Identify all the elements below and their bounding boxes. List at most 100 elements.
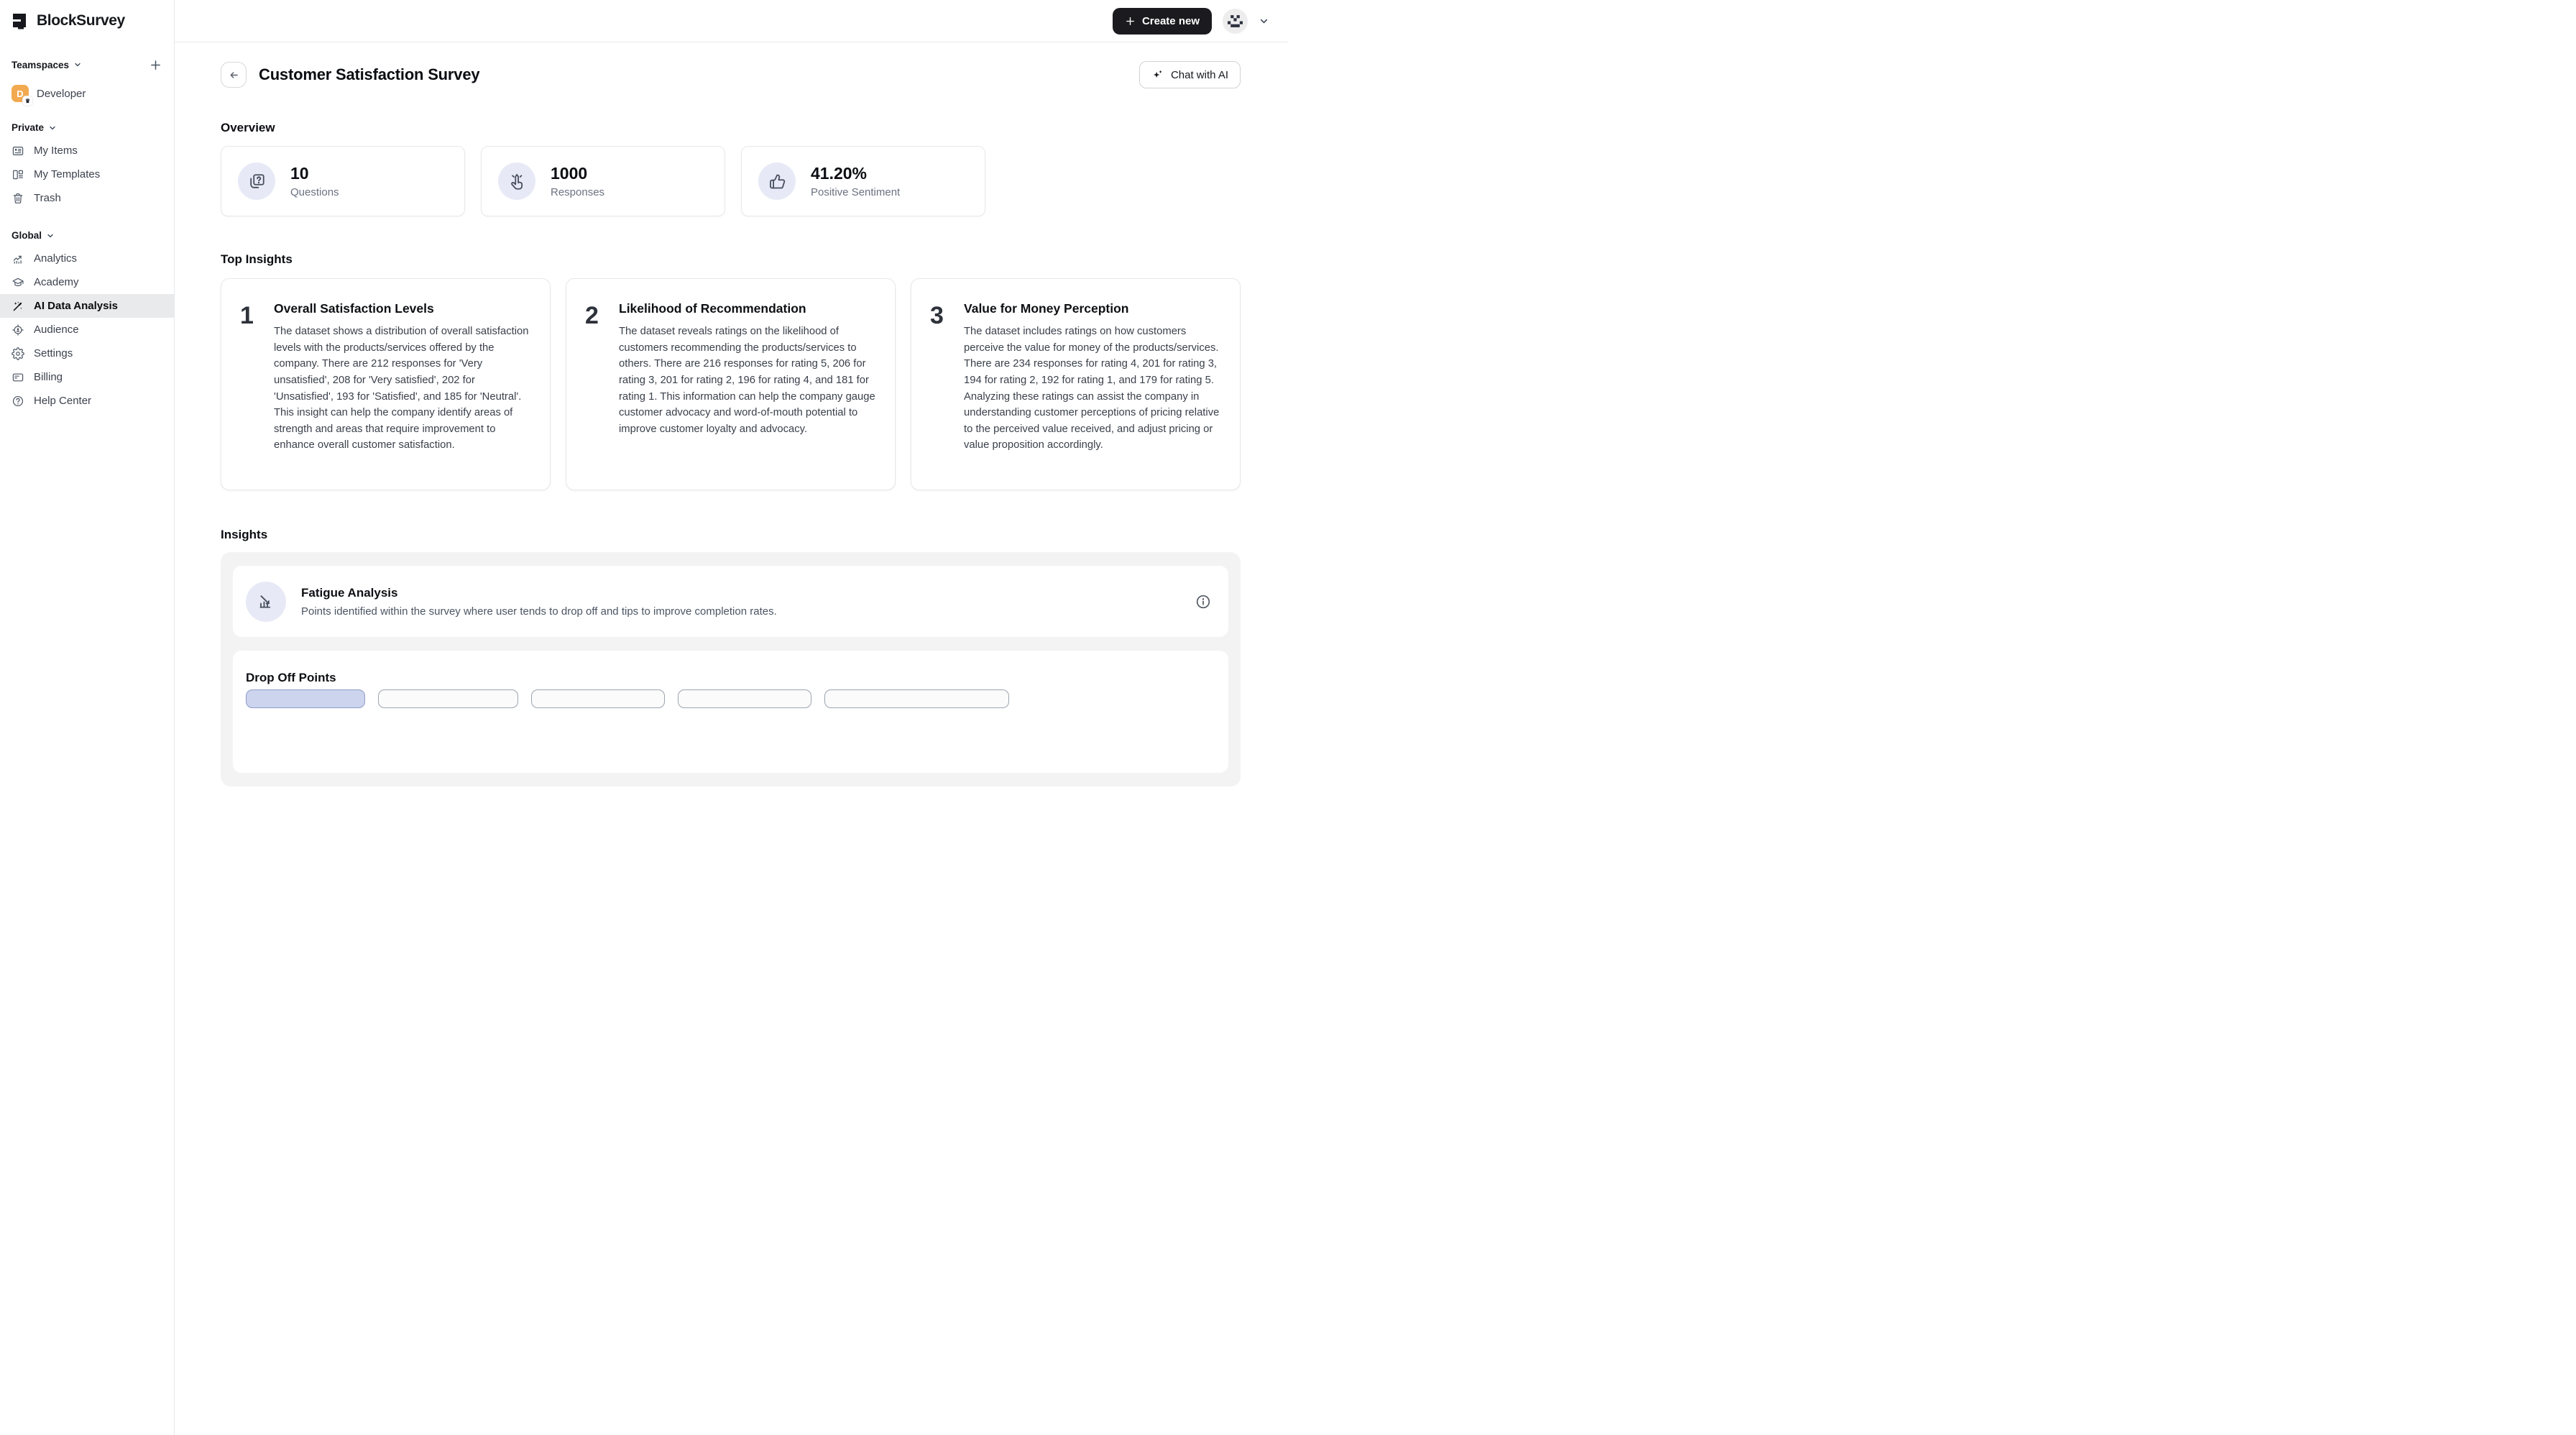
sidebar-item-label: AI Data Analysis [34, 300, 118, 312]
brand-logo[interactable]: BlockSurvey [12, 12, 162, 30]
magic-wand-icon [13, 301, 22, 311]
drop-off-tab-1[interactable] [246, 689, 365, 708]
insights-container: Fatigue Analysis Points identified withi… [221, 552, 1241, 787]
insight-title: Likelihood of Recommendation [619, 301, 806, 316]
insight-card-1: 1 Overall Satisfaction Levels The datase… [221, 278, 551, 490]
overview-stats: 10 Questions 1000 Responses [221, 146, 1241, 216]
trash-icon [13, 193, 23, 203]
workspace-avatar-initial: D [17, 88, 24, 99]
drop-off-tab-3[interactable] [531, 689, 665, 708]
drop-off-tab-4[interactable] [678, 689, 811, 708]
blocksurvey-logo-icon [13, 14, 26, 29]
stat-value: 41.20% [811, 164, 868, 183]
user-avatar[interactable] [1223, 8, 1248, 34]
section-label-text: Global [12, 230, 42, 241]
analytics-icon [13, 255, 22, 264]
back-button[interactable] [221, 62, 247, 88]
audience-target-icon [12, 324, 24, 336]
chevron-down-icon [50, 126, 55, 129]
insight-body: The dataset reveals ratings on the likel… [619, 326, 875, 435]
stat-value: 10 [290, 164, 309, 183]
drop-off-tab-5[interactable] [824, 689, 1009, 708]
fatigue-description: Points identified within the survey wher… [301, 605, 777, 618]
sidebar-item-label: My Items [34, 145, 78, 157]
stat-card-positive-sentiment: 41.20% Positive Sentiment [741, 146, 985, 216]
sidebar-item-label: Trash [34, 192, 61, 204]
plus-icon [1126, 17, 1134, 25]
sidebar-item-analytics[interactable]: Analytics [0, 247, 174, 270]
fatigue-text: Fatigue Analysis Points identified withi… [301, 586, 777, 618]
insights-heading: Insights [221, 528, 268, 541]
tap-finger-icon [498, 162, 535, 200]
chat-with-ai-button[interactable]: Chat with AI [1138, 61, 1241, 88]
gear-icon [12, 347, 24, 360]
workspace-name: Developer [37, 87, 86, 100]
insight-number: 2 [585, 302, 599, 329]
sidebar-item-label: Help Center [34, 395, 92, 407]
sidebar-item-audience[interactable]: Audience [0, 318, 174, 341]
sidebar-section-global[interactable]: Global [12, 230, 162, 241]
page-header: Customer Satisfaction Survey Chat with A… [221, 61, 1241, 88]
stat-value: 1000 [551, 164, 588, 183]
stat-label: Responses [551, 186, 605, 198]
overview-heading: Overview [221, 121, 275, 134]
insight-body: The dataset includes ratings on how cust… [964, 326, 1220, 451]
top-insights-heading: Top Insights [221, 252, 293, 266]
sidebar-item-settings[interactable]: Settings [0, 341, 174, 365]
drop-off-tab-2[interactable] [378, 689, 518, 708]
stat-text: 41.20% Positive Sentiment [811, 164, 900, 198]
sidebar-item-trash[interactable]: Trash [0, 186, 174, 210]
insight-title: Overall Satisfaction Levels [274, 301, 434, 316]
plus-icon [150, 60, 160, 70]
stat-label: Questions [290, 186, 339, 198]
help-circle-icon [12, 395, 24, 406]
insight-title: Value for Money Perception [964, 301, 1129, 316]
chevron-down-icon[interactable] [73, 60, 82, 69]
insight-card-3: 3 Value for Money Perception The dataset… [911, 278, 1241, 490]
drop-off-tabs [246, 689, 1215, 708]
brand-name: BlockSurvey [37, 12, 125, 29]
sidebar-item-my-templates[interactable]: My Templates [0, 162, 174, 186]
insight-text: Overall Satisfaction Levels The dataset … [274, 298, 534, 490]
my-templates-icon [13, 170, 23, 179]
create-new-button[interactable]: Create new [1112, 7, 1212, 35]
sidebar-item-my-items[interactable]: My Items [0, 139, 174, 162]
insight-text: Value for Money Perception The dataset i… [964, 298, 1224, 490]
sidebar-item-label: My Templates [34, 168, 101, 180]
pixel-face-avatar-icon [1228, 14, 1243, 27]
drop-off-points-card: Drop Off Points [233, 651, 1228, 773]
teamspaces-label[interactable]: Teamspaces [12, 59, 70, 70]
insight-text: Likelihood of Recommendation The dataset… [619, 298, 879, 490]
declining-chart-icon [246, 581, 286, 622]
stat-card-questions: 10 Questions [221, 146, 465, 216]
sidebar-item-label: Billing [34, 371, 63, 383]
page-content: Customer Satisfaction Survey Chat with A… [175, 42, 1288, 787]
workspace-avatar: D ♛ [12, 85, 32, 106]
sidebar-item-developer-workspace[interactable]: D ♛ Developer [12, 85, 162, 106]
drop-off-points-heading: Drop Off Points [246, 671, 336, 684]
top-insights-cards: 1 Overall Satisfaction Levels The datase… [221, 278, 1241, 490]
sidebar-item-label: Academy [34, 276, 79, 288]
account-chevron-down-icon[interactable] [1259, 16, 1269, 27]
academy-icon [12, 278, 24, 286]
insight-number: 1 [240, 302, 254, 329]
insight-body: The dataset shows a distribution of over… [274, 326, 529, 451]
sidebar-item-ai-data-analysis[interactable]: AI Data Analysis [0, 294, 174, 318]
add-teamspace-button[interactable] [148, 58, 162, 72]
fatigue-analysis-card[interactable]: Fatigue Analysis Points identified withi… [233, 566, 1228, 637]
main-area: Create new Customer Satisfaction Survey [175, 0, 1288, 787]
sidebar-item-academy[interactable]: Academy [0, 270, 174, 294]
question-doc-icon [238, 162, 275, 200]
sidebar-item-label: Audience [34, 324, 79, 336]
sidebar: BlockSurvey Teamspaces D ♛ Developer Pri… [0, 0, 175, 1435]
teamspaces-header: Teamspaces [12, 58, 162, 72]
credit-card-icon [12, 373, 24, 381]
sidebar-section-private[interactable]: Private [12, 122, 162, 133]
info-icon[interactable] [1195, 594, 1211, 610]
sidebar-item-billing[interactable]: Billing [0, 365, 174, 389]
page-title: Customer Satisfaction Survey [259, 65, 480, 83]
sidebar-item-help-center[interactable]: Help Center [0, 389, 174, 413]
my-items-icon [12, 146, 24, 155]
insight-number: 3 [930, 302, 944, 329]
chevron-down-icon [47, 234, 53, 237]
